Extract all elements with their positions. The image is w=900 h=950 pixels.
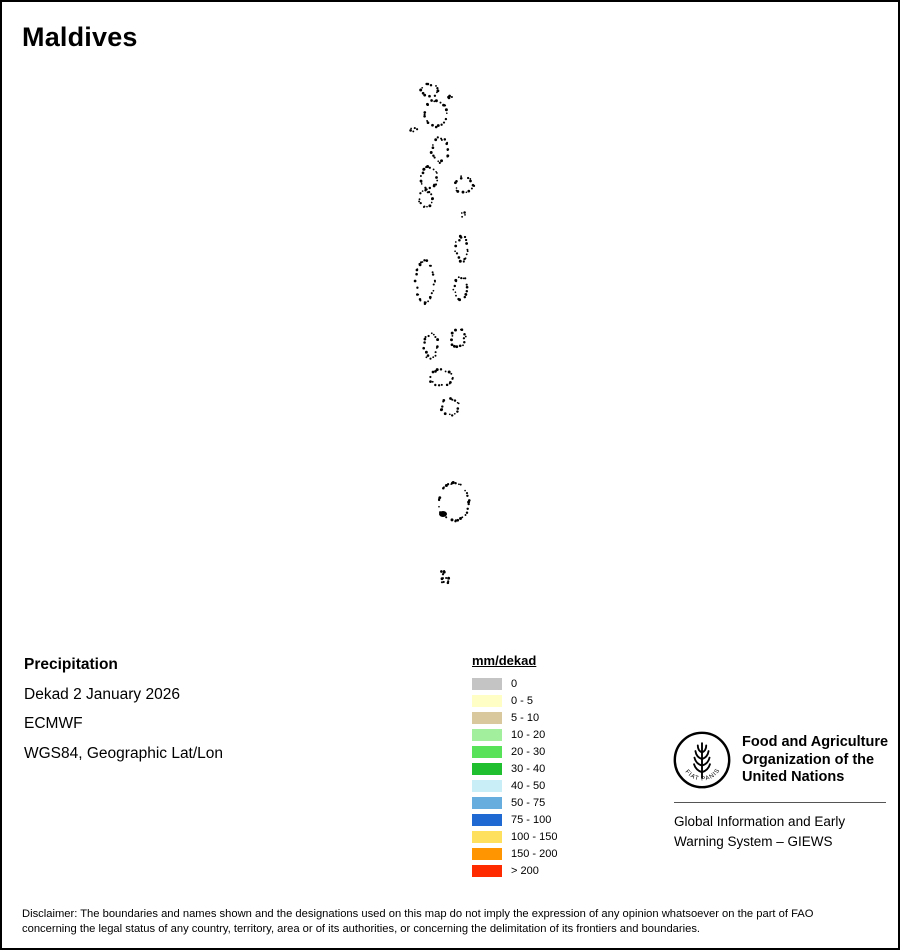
legend-row: 0 - 5: [472, 692, 632, 709]
giews-line: Global Information and Early: [674, 814, 846, 829]
map-info-block: Precipitation Dekad 2 January 2026 ECMWF…: [24, 656, 223, 774]
wheat-ear-icon: [693, 742, 711, 779]
legend-swatch: [472, 677, 502, 690]
fao-logo-icon: FIAT PANIS: [673, 731, 731, 789]
legend-label: 20 - 30: [511, 745, 546, 758]
legend-row: 30 - 40: [472, 760, 632, 777]
legend-swatch: [472, 779, 502, 792]
legend-label: 30 - 40: [511, 762, 546, 775]
disclaimer-line: Disclaimer: The boundaries and names sho…: [22, 908, 814, 920]
legend-swatch: [472, 694, 502, 707]
legend-swatch: [472, 796, 502, 809]
legend-label: 40 - 50: [511, 779, 546, 792]
info-period: Dekad 2 January 2026: [24, 685, 180, 703]
legend-label: 75 - 100: [511, 813, 552, 826]
giews-line: Warning System – GIEWS: [674, 833, 833, 849]
fao-org-line: Food and Agriculture: [742, 734, 889, 750]
legend-row: 10 - 20: [472, 726, 632, 743]
legend-swatch: [472, 813, 502, 826]
legend-label: 100 - 150: [511, 830, 558, 843]
legend-swatch: [472, 762, 502, 775]
disclaimer-text: Disclaimer: The boundaries and names sho…: [22, 907, 888, 936]
legend-label: 0: [511, 677, 518, 690]
legend-swatch: [472, 745, 502, 758]
info-projection: WGS84, Geographic Lat/Lon: [24, 744, 224, 762]
legend-row: 20 - 30: [472, 743, 632, 760]
legend-swatch: [472, 864, 502, 877]
page-title: Maldives: [22, 22, 138, 52]
legend-swatch: [472, 728, 502, 741]
fao-org-line: United Nations: [742, 769, 845, 785]
giews-label: Global Information and Early Warning Sys…: [674, 812, 894, 851]
legend-label: 5 - 10: [511, 711, 540, 724]
legend-label: 150 - 200: [511, 847, 558, 860]
info-product: Precipitation: [24, 656, 118, 673]
legend-swatch: [472, 847, 502, 860]
fao-org-line: Organization of the: [742, 751, 875, 768]
legend-row: 50 - 75: [472, 794, 632, 811]
precipitation-legend: mm/dekad 0 0 - 5 5 - 10 10 - 20 20 - 30 …: [472, 653, 632, 879]
legend-label: > 200: [511, 864, 539, 877]
legend-row: > 200: [472, 862, 632, 879]
legend-swatch: [472, 830, 502, 843]
legend-row: 150 - 200: [472, 845, 632, 862]
disclaimer-line: concerning the legal status of any count…: [22, 922, 701, 935]
legend-label: 50 - 75: [511, 796, 546, 809]
legend-label: 10 - 20: [511, 728, 546, 741]
fao-org-name: Food and Agriculture Organization of the…: [742, 734, 898, 787]
legend-row: 5 - 10: [472, 709, 632, 726]
legend-row: 40 - 50: [472, 777, 632, 794]
legend-row: 75 - 100: [472, 811, 632, 828]
legend-title: mm/dekad: [472, 653, 537, 668]
legend-swatch: [472, 711, 502, 724]
legend-row: 100 - 150: [472, 828, 632, 845]
info-source: ECMWF: [24, 715, 83, 732]
legend-row: 0: [472, 675, 632, 692]
legend-items: 0 0 - 5 5 - 10 10 - 20 20 - 30 30 - 40 4…: [472, 675, 632, 879]
legend-label: 0 - 5: [511, 694, 534, 707]
fao-divider: [674, 802, 886, 803]
